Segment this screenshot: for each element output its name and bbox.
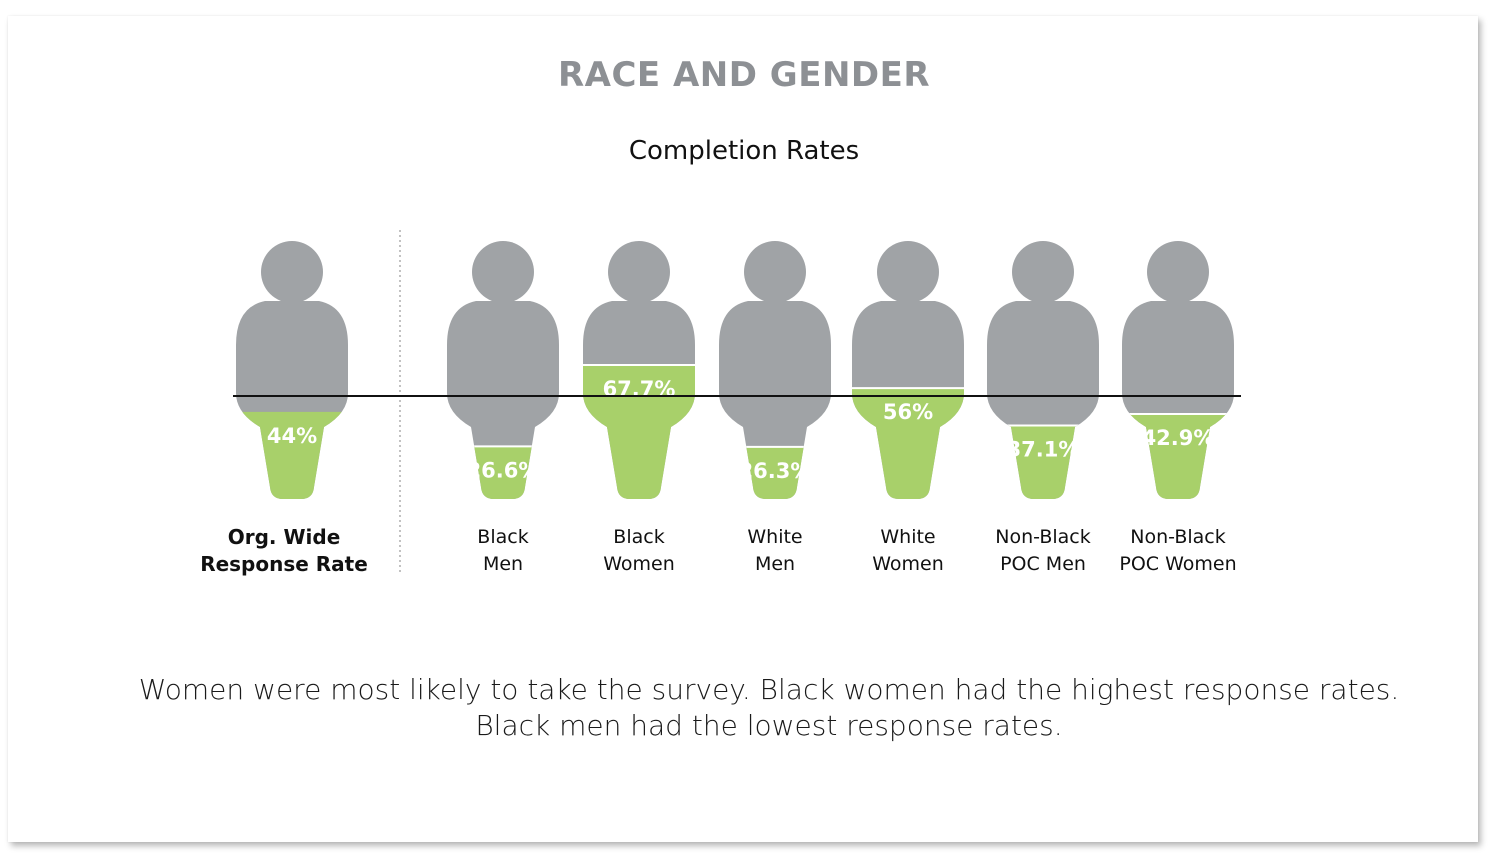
value-label: 67.7% <box>603 377 676 401</box>
figure-1: 44% <box>236 241 348 499</box>
category-label: White Men <box>680 524 870 578</box>
category-label-line: Black <box>613 526 665 548</box>
figure-4: 26.3% <box>719 241 831 499</box>
category-label-line: Women <box>603 553 675 575</box>
category-label-line: Non-Black <box>1130 526 1226 548</box>
caption-line-1: Women were most likely to take the surve… <box>138 673 1400 706</box>
figure-head <box>261 241 323 303</box>
category-label-line: Women <box>872 553 944 575</box>
figure-6: 37.1% <box>987 241 1099 499</box>
figure-head <box>1147 241 1209 303</box>
figure-head <box>608 241 670 303</box>
figure-head <box>472 241 534 303</box>
category-label-line: White <box>880 526 936 548</box>
page-title: RACE AND GENDER <box>557 55 931 95</box>
value-label: 44% <box>267 424 317 448</box>
figure-2: 26.6% <box>447 241 559 499</box>
slide-card <box>8 16 1478 842</box>
category-label-line: Black <box>477 526 529 548</box>
category-label: White Women <box>813 524 1003 578</box>
category-label-line: Non-Black <box>995 526 1091 548</box>
value-label: 42.9% <box>1142 426 1215 450</box>
figure-head <box>1012 241 1074 303</box>
figure-head <box>877 241 939 303</box>
category-label: Black Men <box>408 524 598 578</box>
category-label-line: Men <box>754 553 796 575</box>
figure-head <box>744 241 806 303</box>
category-label: Org. Wide Response Rate <box>189 524 379 578</box>
caption: Women were most likely to take the surve… <box>0 672 1500 744</box>
category-label-line: POC Men <box>1000 553 1086 575</box>
value-label: 56% <box>883 400 933 424</box>
caption-line-2: Black men had the lowest response rates. <box>475 709 1063 742</box>
value-label: 26.6% <box>467 458 540 482</box>
category-label-line: Org. Wide <box>227 525 341 549</box>
value-label: 37.1% <box>1007 438 1080 462</box>
category-label-line: Response Rate <box>200 552 368 576</box>
category-label: Non-Black POC Women <box>1083 524 1273 578</box>
figure-3: 67.7% <box>583 241 695 499</box>
value-label: 26.3% <box>739 459 812 483</box>
category-label-line: POC Women <box>1119 553 1237 575</box>
chart-subtitle: Completion Rates <box>628 136 860 166</box>
category-label: Black Women <box>544 524 734 578</box>
category-label: Non-Black POC Men <box>948 524 1138 578</box>
figure-7: 42.9% <box>1122 241 1234 499</box>
figure-5: 56% <box>852 241 964 499</box>
category-label-line: White <box>747 526 803 548</box>
category-label-line: Men <box>482 553 524 575</box>
